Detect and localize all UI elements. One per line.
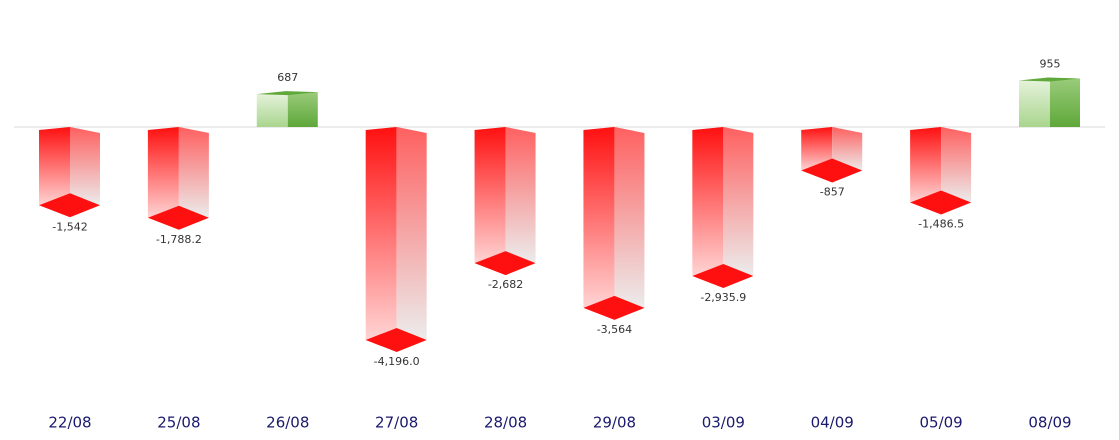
value-label: -1,486.5 [918,217,964,230]
bar-side [287,92,318,127]
x-tick-label: 25/08 [157,414,200,432]
x-tick-label: 03/09 [702,414,745,432]
x-tick-label: 27/08 [375,414,418,432]
bar-side [396,127,427,340]
x-tick-label: 08/09 [1028,414,1071,432]
x-tick-label: 22/08 [48,414,91,432]
x-tick-label: 26/08 [266,414,309,432]
x-tick-label: 28/08 [484,414,527,432]
bar-front [39,127,70,206]
bar-front [910,127,942,203]
bar-cap [147,205,209,230]
bar-front [365,127,397,340]
bar-cap [365,328,427,352]
bar-side [941,127,972,203]
bar-cap [1019,77,1080,82]
bar-front [583,127,615,308]
bar-cap [474,251,536,276]
bar-side [70,127,100,206]
bar-cap [583,295,645,320]
bar-side [614,127,645,308]
bar-cap [801,158,863,183]
bar-side [505,127,536,264]
value-label: -1,788.2 [156,233,202,246]
value-label: 955 [1040,58,1061,71]
bar-side [723,127,754,277]
value-label: -2,935.9 [700,291,746,304]
bar-cap [256,91,318,96]
bar-front [692,127,724,277]
bar-front [147,127,179,218]
bar-side [178,127,209,218]
value-label: -4,196.0 [374,355,420,368]
bar-cap [910,190,972,215]
value-label: -3,564 [597,323,632,336]
bar-front [1019,80,1050,127]
bar-cap [39,193,100,218]
x-tick-label: 29/08 [593,414,636,432]
bar-front [474,127,506,264]
value-label: -857 [820,186,845,199]
bar-front [256,94,288,127]
value-label: -2,682 [488,278,523,291]
bar-front [801,127,833,171]
value-label: -1,542 [52,220,87,233]
bar-side [1050,78,1080,127]
x-tick-label: 05/09 [919,414,962,432]
value-label: 687 [277,71,298,84]
bar-cap [692,264,754,289]
x-tick-label: 04/09 [811,414,854,432]
bar-side [832,127,863,171]
